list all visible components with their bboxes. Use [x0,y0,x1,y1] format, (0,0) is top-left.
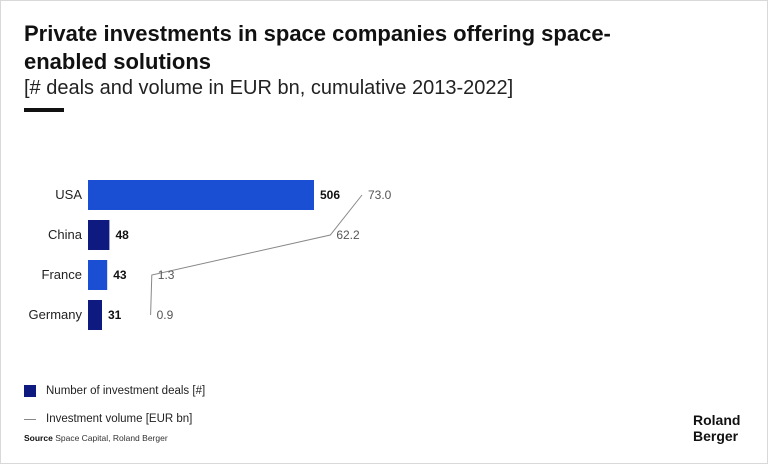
bar-value-label: 43 [113,268,127,282]
roland-berger-logo: Roland Berger [693,412,740,444]
title-rule [24,108,64,112]
legend: Number of investment deals [#] Investmen… [24,383,205,439]
bar-value-label: 31 [108,308,122,322]
legend-item-volume: Investment volume [EUR bn] [24,411,205,427]
category-label: Germany [29,307,83,322]
volume-value-label: 73.0 [368,188,392,202]
volume-line [150,194,363,316]
chart-subtitle: [# deals and volume in EUR bn, cumulativ… [24,77,514,99]
logo-line-1: Roland [693,412,741,428]
legend-swatch-deals [24,385,36,397]
chart-title: Private investments in space companies o… [24,21,611,74]
volume-value-label: 0.9 [157,308,174,322]
source-text: Space Capital, Roland Berger [55,433,168,443]
bar-usa [88,180,314,210]
legend-label-deals: Number of investment deals [#] [46,385,206,397]
bar-value-label: 506 [320,188,340,202]
volume-value-label: 1.3 [158,268,175,282]
volume-value-label: 62.2 [336,228,360,242]
legend-swatch-volume [24,418,36,420]
category-label: USA [55,187,82,202]
logo-line-2: Berger [693,428,739,444]
bar-germany [88,300,102,330]
source-label: Source [24,433,53,443]
bar-france [88,260,108,290]
bar-china [88,220,110,250]
legend-label-volume: Investment volume [EUR bn] [46,413,193,425]
legend-item-deals: Number of investment deals [#] [24,383,205,399]
category-label: China [48,227,83,242]
category-label: France [42,267,82,282]
source-note: Source Space Capital, Roland Berger [24,433,168,443]
bar-value-label: 48 [115,228,129,242]
